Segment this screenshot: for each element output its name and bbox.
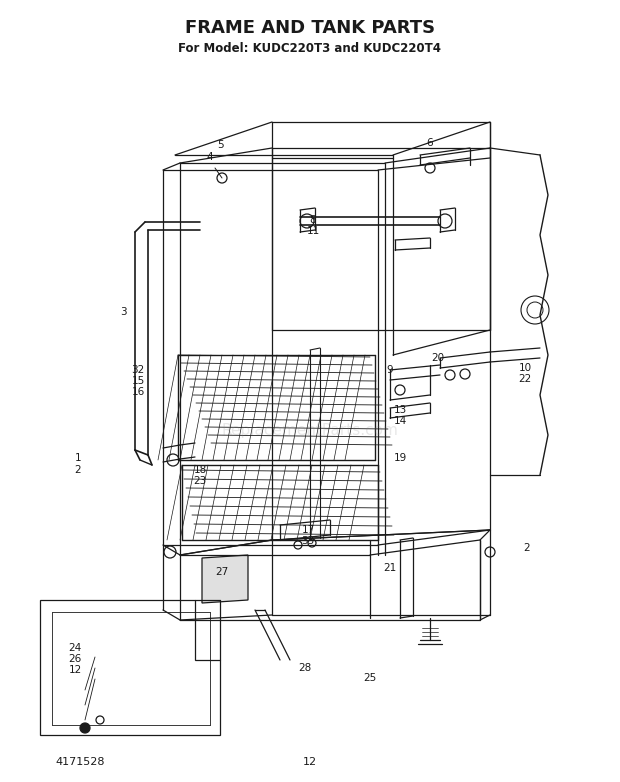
Text: 33: 33 — [301, 536, 314, 546]
Text: 27: 27 — [215, 567, 229, 577]
Text: 12: 12 — [68, 665, 82, 675]
Text: 14: 14 — [393, 416, 407, 426]
Text: 3: 3 — [120, 307, 126, 317]
Text: 4: 4 — [206, 152, 213, 162]
Text: 19: 19 — [393, 453, 407, 463]
Text: 15: 15 — [131, 376, 144, 386]
Text: 24: 24 — [68, 643, 82, 653]
Polygon shape — [202, 555, 248, 603]
Text: 11: 11 — [306, 226, 320, 236]
Text: 16: 16 — [131, 387, 144, 397]
Text: 4171528: 4171528 — [55, 757, 105, 767]
Text: 17: 17 — [301, 525, 314, 535]
Text: 13: 13 — [393, 405, 407, 415]
Text: 32: 32 — [131, 365, 144, 375]
Text: 6: 6 — [427, 138, 433, 148]
Text: 2: 2 — [524, 543, 530, 553]
Text: 25: 25 — [363, 673, 376, 683]
Text: 12: 12 — [303, 757, 317, 767]
Text: FRAME AND TANK PARTS: FRAME AND TANK PARTS — [185, 19, 435, 37]
Text: 5: 5 — [216, 140, 223, 150]
Text: 21: 21 — [383, 563, 397, 573]
Text: 28: 28 — [298, 663, 312, 673]
Text: 23: 23 — [193, 476, 206, 486]
Text: ReplacementParts.com: ReplacementParts.com — [221, 422, 399, 437]
Text: 22: 22 — [518, 374, 531, 384]
Text: 18: 18 — [193, 465, 206, 475]
Text: 1: 1 — [74, 453, 81, 463]
Text: 10: 10 — [518, 363, 531, 373]
Text: 2: 2 — [74, 465, 81, 475]
Text: 9: 9 — [387, 365, 393, 375]
Circle shape — [80, 723, 90, 733]
Text: 8: 8 — [309, 215, 316, 225]
Text: For Model: KUDC220T3 and KUDC220T4: For Model: KUDC220T3 and KUDC220T4 — [179, 41, 441, 55]
Text: 20: 20 — [432, 353, 445, 363]
Text: 26: 26 — [68, 654, 82, 664]
